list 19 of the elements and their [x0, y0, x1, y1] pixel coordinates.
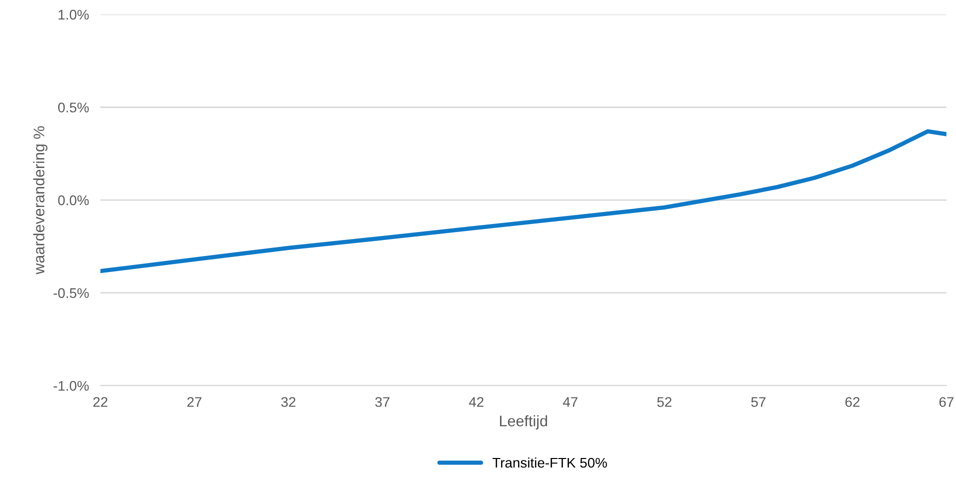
legend-label: Transitie-FTK 50%: [492, 457, 607, 468]
x-tick-label: 52: [657, 397, 672, 407]
y-tick-label: -0.5%: [54, 288, 89, 298]
x-tick-label: 67: [939, 397, 954, 407]
x-tick-label: 22: [93, 397, 108, 407]
x-tick-label: 32: [281, 397, 296, 407]
x-tick-label: 37: [375, 397, 390, 407]
y-tick-label: 0.5%: [58, 102, 89, 112]
y-tick-label: 1.0%: [58, 10, 89, 20]
y-tick-label: -1.0%: [54, 380, 89, 391]
x-tick-label: 42: [469, 397, 484, 407]
y-axis-title: waardeverandering %: [33, 126, 48, 274]
line-series: [100, 129, 946, 274]
x-tick-label: 57: [751, 397, 766, 407]
x-axis-title: Leeftijd: [500, 415, 548, 430]
x-tick-label: 47: [563, 397, 578, 407]
x-tick-label: 62: [845, 397, 860, 407]
y-tick-label: 0.0%: [58, 195, 89, 206]
x-tick-label: 27: [187, 397, 202, 407]
